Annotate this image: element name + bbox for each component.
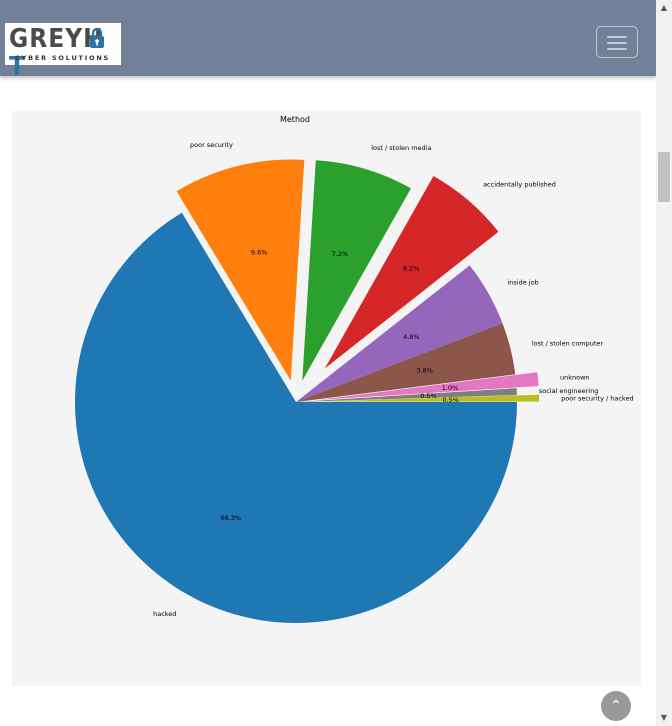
slice-label-inside-job: inside job (507, 279, 538, 287)
slice-percent-social-engineering: 0.5% (420, 392, 437, 400)
back-to-top-button[interactable]: ⌃ (601, 691, 631, 721)
pie-slice-accidentally-published (324, 176, 499, 369)
pie-slice-social-engineering (296, 388, 517, 402)
pie-chart-container: Method hacked 66.3% poor security 9.6% lost … (12, 111, 641, 686)
pie-slice-inside-job (296, 265, 503, 402)
logo-tagline: CYBER SOLUTIONS (15, 54, 111, 62)
slice-percent-poor-security-hacked: 0.5% (442, 396, 459, 404)
hamburger-icon (607, 48, 627, 50)
pie-slice-hacked (75, 212, 517, 623)
navbar: GREYHT CYBER SOLUTIONS (0, 0, 656, 81)
pie-slice-unknown (318, 372, 539, 400)
chart-title: Method (280, 115, 310, 124)
slice-percent-lost-stolen-computer: 3.8% (416, 366, 433, 374)
slice-label-unknown: unknown (560, 374, 590, 382)
scroll-down-arrow-icon[interactable]: ▼ (660, 713, 668, 722)
slice-label-lost-stolen-media: lost / stolen media (371, 144, 431, 152)
scroll-thumb[interactable] (658, 152, 670, 202)
pie-chart: Method hacked 66.3% poor security 9.6% lost … (75, 115, 634, 623)
chevron-up-icon: ⌃ (610, 698, 622, 714)
pie-slice-lost-stolen-media (302, 160, 411, 381)
slice-percent-poor-security: 9.6% (251, 248, 268, 256)
slice-label-hacked: hacked (153, 610, 176, 618)
hamburger-icon (607, 42, 627, 44)
padlock-icon (90, 27, 104, 48)
slice-label-poor-security: poor security (190, 141, 233, 149)
scroll-up-arrow-icon[interactable]: ▲ (660, 3, 668, 12)
vertical-scrollbar[interactable]: ▲ ▼ (656, 0, 672, 726)
slice-percent-accidentally-published: 6.2% (403, 264, 420, 272)
pie-slice-poor-security-hacked (318, 394, 540, 402)
slice-percent-inside-job: 4.8% (403, 333, 420, 341)
slice-label-accidentally-published: accidentally published (483, 180, 556, 188)
slice-percent-hacked: 66.3% (220, 514, 241, 522)
slice-label-lost-stolen-computer: lost / stolen computer (532, 339, 604, 347)
slice-percent-unknown: 1.0% (442, 384, 459, 392)
slice-label-social-engineering: social engineering (539, 387, 599, 395)
hamburger-icon (607, 36, 627, 38)
menu-toggle-button[interactable] (596, 26, 638, 58)
pie-slice-lost-stolen-computer (296, 323, 516, 402)
logo-wordmark: GREYHT (9, 24, 104, 82)
slice-label-poor-security-hacked: poor security / hacked (561, 394, 633, 402)
slice-percent-lost-stolen-media: 7.2% (332, 250, 349, 258)
pie-slice-poor-security (176, 159, 305, 381)
greyhat-logo[interactable]: GREYHT CYBER SOLUTIONS (5, 23, 121, 81)
